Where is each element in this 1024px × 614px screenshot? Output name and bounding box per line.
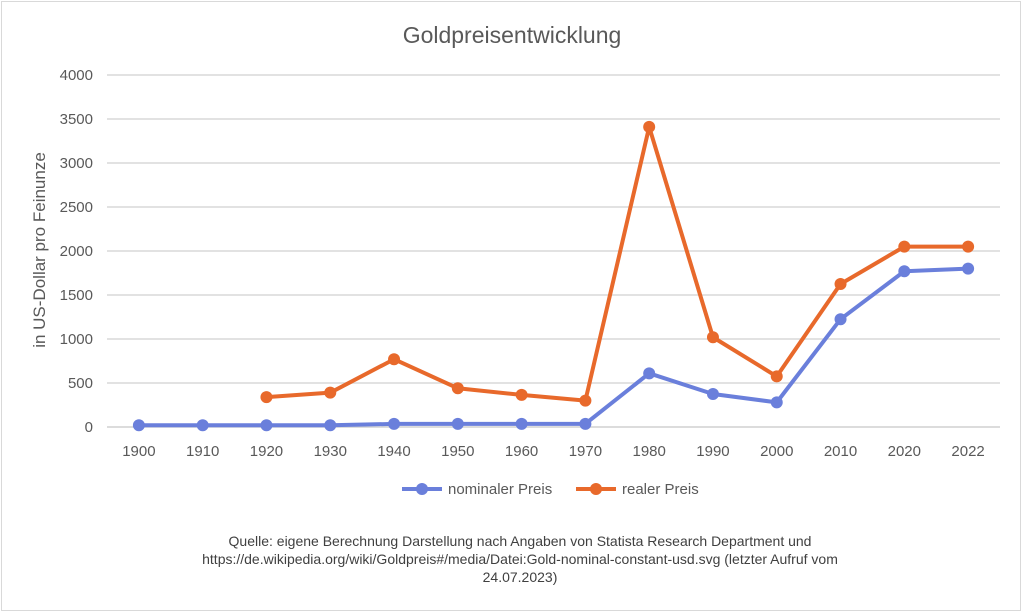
x-tick-label: 1920 <box>250 443 283 460</box>
x-tick-label: 2000 <box>760 443 793 460</box>
x-tick-label: 1990 <box>696 443 729 460</box>
data-point <box>834 278 847 290</box>
data-point <box>324 419 337 432</box>
source-line: Quelle: eigene Berechnung Darstellung na… <box>228 533 812 549</box>
y-tick-label: 500 <box>68 375 93 392</box>
data-point <box>898 240 911 253</box>
data-point <box>770 370 783 383</box>
data-point <box>643 367 656 380</box>
x-tick-label: 2020 <box>888 443 921 460</box>
data-point <box>898 265 911 278</box>
data-point <box>515 417 528 430</box>
x-tick-label: 1960 <box>505 443 538 460</box>
x-tick-label: 1980 <box>632 443 665 460</box>
data-point <box>196 419 209 432</box>
y-tick-label: 3000 <box>60 155 93 172</box>
y-axis-label: in US-Dollar pro Feinunze <box>30 152 49 348</box>
data-point <box>962 262 975 275</box>
data-point <box>770 396 783 409</box>
source-line: 24.07.2023) <box>482 569 558 585</box>
series-line <box>138 266 969 428</box>
data-point <box>451 382 464 395</box>
data-point <box>324 386 337 399</box>
data-point <box>579 394 592 407</box>
source-line: https://de.wikipedia.org/wiki/Goldpreis#… <box>202 551 838 567</box>
data-point <box>388 417 401 430</box>
data-point <box>834 313 847 326</box>
data-point <box>706 388 719 400</box>
chart-title: Goldpreisentwicklung <box>403 22 622 48</box>
data-point <box>579 417 592 430</box>
y-tick-label: 2500 <box>60 199 93 216</box>
y-tick-label: 3500 <box>60 111 93 128</box>
x-tick-label: 1910 <box>186 443 219 460</box>
x-tick-label: 2022 <box>951 443 984 460</box>
y-tick-label: 1000 <box>60 331 93 348</box>
y-tick-label: 4000 <box>60 67 93 84</box>
x-tick-label: 1970 <box>569 443 602 460</box>
series-line <box>266 124 969 403</box>
data-point <box>515 388 528 401</box>
x-tick-label: 1950 <box>441 443 474 460</box>
y-tick-label: 0 <box>85 419 93 436</box>
x-tick-label: 1900 <box>122 443 155 460</box>
data-point <box>706 331 719 344</box>
x-tick-label: 1930 <box>314 443 347 460</box>
x-tick-label: 1940 <box>377 443 410 460</box>
y-tick-label: 2000 <box>60 243 93 260</box>
legend-marker <box>590 483 602 495</box>
data-point <box>132 419 145 432</box>
legend-marker <box>416 483 428 495</box>
data-point <box>260 391 273 404</box>
data-point <box>388 353 401 366</box>
legend-label: nominaler Preis <box>448 481 552 498</box>
legend-label: realer Preis <box>622 481 699 498</box>
y-tick-label: 1500 <box>60 287 93 304</box>
data-point <box>451 417 464 430</box>
data-point <box>962 240 975 253</box>
data-point <box>260 419 273 432</box>
x-tick-label: 2010 <box>824 443 857 460</box>
source-note: Quelle: eigene Berechnung Darstellung na… <box>150 532 890 586</box>
data-point <box>643 120 656 133</box>
